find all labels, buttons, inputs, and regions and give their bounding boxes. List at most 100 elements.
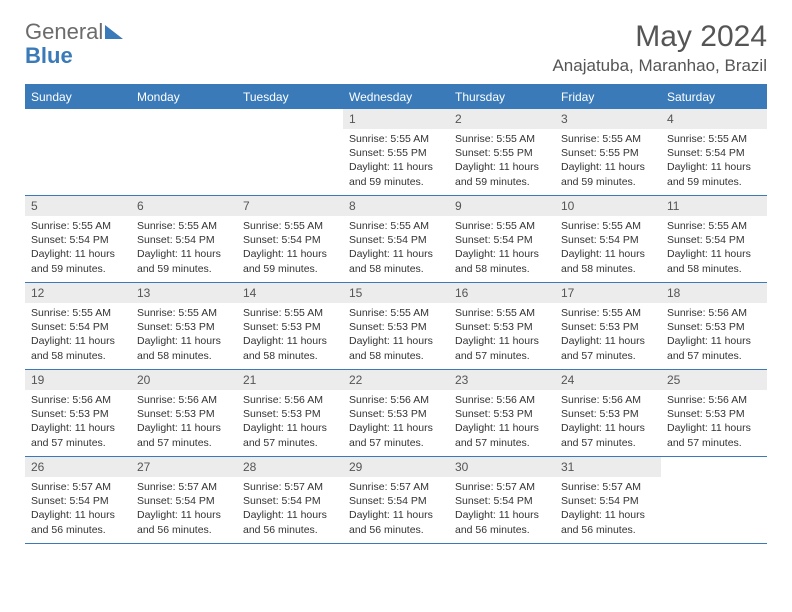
day-number: 24 [555,370,661,390]
calendar-week-row: 12Sunrise: 5:55 AMSunset: 5:54 PMDayligh… [25,283,767,370]
day-number: 16 [449,283,555,303]
calendar-day-cell: 15Sunrise: 5:55 AMSunset: 5:53 PMDayligh… [343,283,449,370]
calendar-day-cell [25,109,131,196]
day-number: 22 [343,370,449,390]
day-info: Sunrise: 5:55 AMSunset: 5:55 PMDaylight:… [449,129,555,192]
weekday-header: Thursday [449,85,555,109]
day-info: Sunrise: 5:55 AMSunset: 5:54 PMDaylight:… [661,216,767,279]
day-info: Sunrise: 5:55 AMSunset: 5:55 PMDaylight:… [555,129,661,192]
calendar-day-cell: 22Sunrise: 5:56 AMSunset: 5:53 PMDayligh… [343,370,449,457]
day-info: Sunrise: 5:55 AMSunset: 5:54 PMDaylight:… [449,216,555,279]
day-info: Sunrise: 5:56 AMSunset: 5:53 PMDaylight:… [25,390,131,453]
logo-text-1: General [25,19,103,44]
calendar-table: SundayMondayTuesdayWednesdayThursdayFrid… [25,85,767,544]
calendar-day-cell: 1Sunrise: 5:55 AMSunset: 5:55 PMDaylight… [343,109,449,196]
day-info: Sunrise: 5:55 AMSunset: 5:54 PMDaylight:… [343,216,449,279]
day-info: Sunrise: 5:55 AMSunset: 5:53 PMDaylight:… [237,303,343,366]
day-number: 27 [131,457,237,477]
calendar-day-cell: 23Sunrise: 5:56 AMSunset: 5:53 PMDayligh… [449,370,555,457]
calendar-day-cell: 4Sunrise: 5:55 AMSunset: 5:54 PMDaylight… [661,109,767,196]
day-number: 7 [237,196,343,216]
day-number: 28 [237,457,343,477]
day-info: Sunrise: 5:56 AMSunset: 5:53 PMDaylight:… [131,390,237,453]
day-info: Sunrise: 5:55 AMSunset: 5:53 PMDaylight:… [131,303,237,366]
weekday-header: Friday [555,85,661,109]
day-number: 25 [661,370,767,390]
day-number: 20 [131,370,237,390]
day-number: 19 [25,370,131,390]
day-info: Sunrise: 5:56 AMSunset: 5:53 PMDaylight:… [661,303,767,366]
day-info: Sunrise: 5:55 AMSunset: 5:54 PMDaylight:… [25,303,131,366]
calendar-wrap: SundayMondayTuesdayWednesdayThursdayFrid… [25,84,767,544]
month-title: May 2024 [552,20,767,54]
calendar-day-cell [131,109,237,196]
calendar-day-cell: 27Sunrise: 5:57 AMSunset: 5:54 PMDayligh… [131,457,237,544]
day-info: Sunrise: 5:56 AMSunset: 5:53 PMDaylight:… [237,390,343,453]
calendar-day-cell: 29Sunrise: 5:57 AMSunset: 5:54 PMDayligh… [343,457,449,544]
calendar-day-cell [237,109,343,196]
day-number: 23 [449,370,555,390]
day-info: Sunrise: 5:57 AMSunset: 5:54 PMDaylight:… [131,477,237,540]
day-info: Sunrise: 5:55 AMSunset: 5:53 PMDaylight:… [343,303,449,366]
day-info: Sunrise: 5:57 AMSunset: 5:54 PMDaylight:… [555,477,661,540]
day-number: 6 [131,196,237,216]
calendar-day-cell: 7Sunrise: 5:55 AMSunset: 5:54 PMDaylight… [237,196,343,283]
day-number: 13 [131,283,237,303]
calendar-day-cell: 28Sunrise: 5:57 AMSunset: 5:54 PMDayligh… [237,457,343,544]
day-number: 3 [555,109,661,129]
calendar-day-cell: 30Sunrise: 5:57 AMSunset: 5:54 PMDayligh… [449,457,555,544]
calendar-day-cell: 19Sunrise: 5:56 AMSunset: 5:53 PMDayligh… [25,370,131,457]
calendar-day-cell: 3Sunrise: 5:55 AMSunset: 5:55 PMDaylight… [555,109,661,196]
calendar-day-cell: 13Sunrise: 5:55 AMSunset: 5:53 PMDayligh… [131,283,237,370]
calendar-day-cell: 25Sunrise: 5:56 AMSunset: 5:53 PMDayligh… [661,370,767,457]
day-info: Sunrise: 5:56 AMSunset: 5:53 PMDaylight:… [661,390,767,453]
day-info: Sunrise: 5:55 AMSunset: 5:53 PMDaylight:… [555,303,661,366]
weekday-header: Wednesday [343,85,449,109]
weekday-header: Tuesday [237,85,343,109]
calendar-day-cell: 6Sunrise: 5:55 AMSunset: 5:54 PMDaylight… [131,196,237,283]
day-number: 5 [25,196,131,216]
day-number: 26 [25,457,131,477]
calendar-day-cell: 9Sunrise: 5:55 AMSunset: 5:54 PMDaylight… [449,196,555,283]
calendar-week-row: 19Sunrise: 5:56 AMSunset: 5:53 PMDayligh… [25,370,767,457]
calendar-week-row: 5Sunrise: 5:55 AMSunset: 5:54 PMDaylight… [25,196,767,283]
calendar-day-cell: 8Sunrise: 5:55 AMSunset: 5:54 PMDaylight… [343,196,449,283]
day-info: Sunrise: 5:57 AMSunset: 5:54 PMDaylight:… [237,477,343,540]
day-number: 11 [661,196,767,216]
weekday-header: Monday [131,85,237,109]
day-number: 1 [343,109,449,129]
calendar-day-cell: 18Sunrise: 5:56 AMSunset: 5:53 PMDayligh… [661,283,767,370]
day-info: Sunrise: 5:55 AMSunset: 5:54 PMDaylight:… [661,129,767,192]
day-number: 29 [343,457,449,477]
logo-sail-icon [105,25,123,39]
day-number: 31 [555,457,661,477]
day-number: 10 [555,196,661,216]
calendar-day-cell: 21Sunrise: 5:56 AMSunset: 5:53 PMDayligh… [237,370,343,457]
day-number: 15 [343,283,449,303]
calendar-day-cell: 5Sunrise: 5:55 AMSunset: 5:54 PMDaylight… [25,196,131,283]
weekday-header: Sunday [25,85,131,109]
calendar-week-row: 1Sunrise: 5:55 AMSunset: 5:55 PMDaylight… [25,109,767,196]
weekday-header: Saturday [661,85,767,109]
location: Anajatuba, Maranhao, Brazil [552,56,767,76]
day-number: 12 [25,283,131,303]
calendar-day-cell: 10Sunrise: 5:55 AMSunset: 5:54 PMDayligh… [555,196,661,283]
calendar-day-cell: 12Sunrise: 5:55 AMSunset: 5:54 PMDayligh… [25,283,131,370]
calendar-day-cell: 16Sunrise: 5:55 AMSunset: 5:53 PMDayligh… [449,283,555,370]
day-number: 30 [449,457,555,477]
logo-text-2: Blue [25,43,73,68]
calendar-day-cell: 20Sunrise: 5:56 AMSunset: 5:53 PMDayligh… [131,370,237,457]
calendar-day-cell [661,457,767,544]
day-info: Sunrise: 5:55 AMSunset: 5:54 PMDaylight:… [25,216,131,279]
day-number: 17 [555,283,661,303]
title-block: May 2024 Anajatuba, Maranhao, Brazil [552,20,767,76]
calendar-body: 1Sunrise: 5:55 AMSunset: 5:55 PMDaylight… [25,109,767,544]
calendar-week-row: 26Sunrise: 5:57 AMSunset: 5:54 PMDayligh… [25,457,767,544]
day-info: Sunrise: 5:56 AMSunset: 5:53 PMDaylight:… [343,390,449,453]
day-info: Sunrise: 5:55 AMSunset: 5:53 PMDaylight:… [449,303,555,366]
calendar-day-cell: 26Sunrise: 5:57 AMSunset: 5:54 PMDayligh… [25,457,131,544]
day-number: 14 [237,283,343,303]
day-number: 8 [343,196,449,216]
calendar-day-cell: 2Sunrise: 5:55 AMSunset: 5:55 PMDaylight… [449,109,555,196]
calendar-header-row: SundayMondayTuesdayWednesdayThursdayFrid… [25,85,767,109]
